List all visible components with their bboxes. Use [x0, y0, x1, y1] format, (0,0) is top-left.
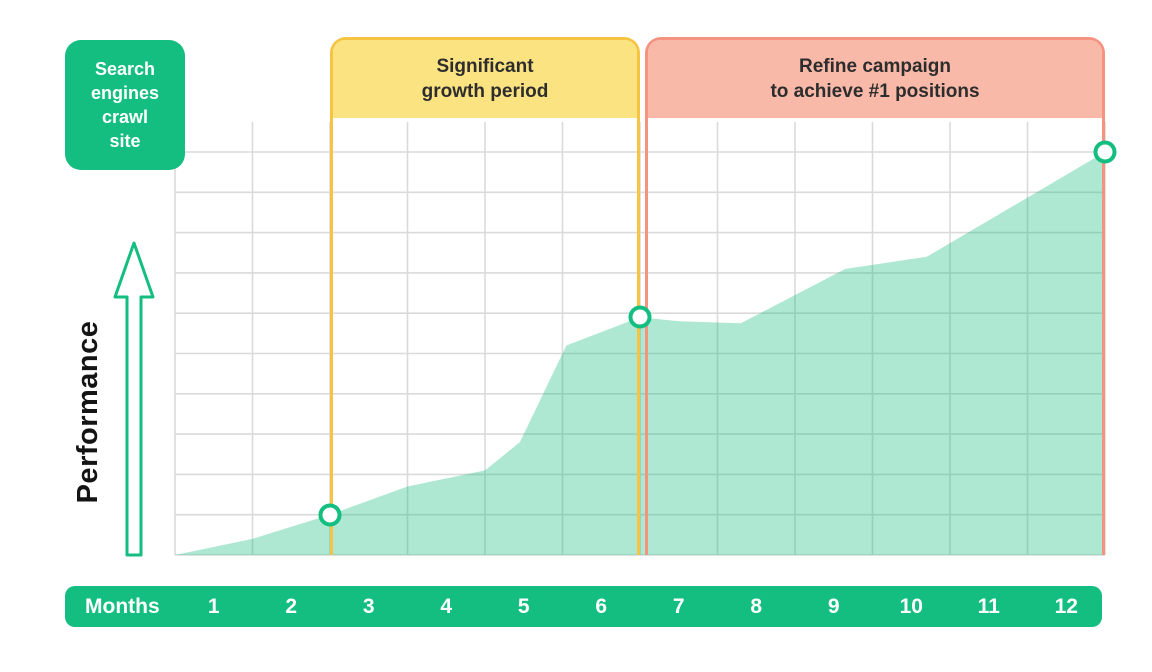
y-axis-label: Performance — [72, 320, 104, 504]
refine-campaign-label: Refine campaign to achieve #1 positions — [648, 40, 1102, 118]
refine-campaign-annotation: Refine campaign to achieve #1 positions — [645, 37, 1105, 555]
performance-area-series — [175, 152, 1105, 555]
month-tick: 5 — [517, 594, 530, 618]
crawl-site-badge-line2: engines — [90, 83, 160, 103]
month-tick: 6 — [595, 594, 608, 618]
month-tick: 2 — [285, 594, 298, 618]
growth-period-annotation: Significant growth period — [330, 37, 640, 555]
crawl-site-badge-line1: Search — [94, 59, 156, 79]
refine-campaign-label-line2: to achieve #1 positions — [770, 81, 980, 102]
month-tick: 8 — [750, 594, 763, 618]
crawl-site-badge: Search engines crawl site — [65, 40, 185, 170]
month-tick: 11 — [977, 594, 1000, 618]
month-tick: 1 — [207, 594, 220, 618]
performance-up-arrow-icon — [113, 241, 155, 557]
growth-period-label-line2: growth period — [421, 81, 549, 102]
month-tick: 7 — [672, 594, 685, 618]
x-axis-label: Months — [85, 594, 160, 618]
growth-period-label: Significant growth period — [333, 40, 637, 118]
crawl-site-badge-line3: crawl — [101, 107, 149, 127]
month-tick: 10 — [899, 594, 923, 618]
month-tick: 3 — [362, 594, 375, 618]
crawl-site-badge-line4: site — [109, 131, 141, 151]
x-axis-months-bar: Months 1 2 3 4 5 6 7 8 9 10 11 12 — [65, 586, 1102, 627]
growth-period-label-line1: Significant — [436, 56, 534, 77]
refine-campaign-label-line1: Refine campaign — [798, 56, 952, 77]
month-tick: 9 — [827, 594, 840, 618]
month-tick: 4 — [440, 594, 453, 618]
month-tick: 12 — [1054, 594, 1078, 618]
